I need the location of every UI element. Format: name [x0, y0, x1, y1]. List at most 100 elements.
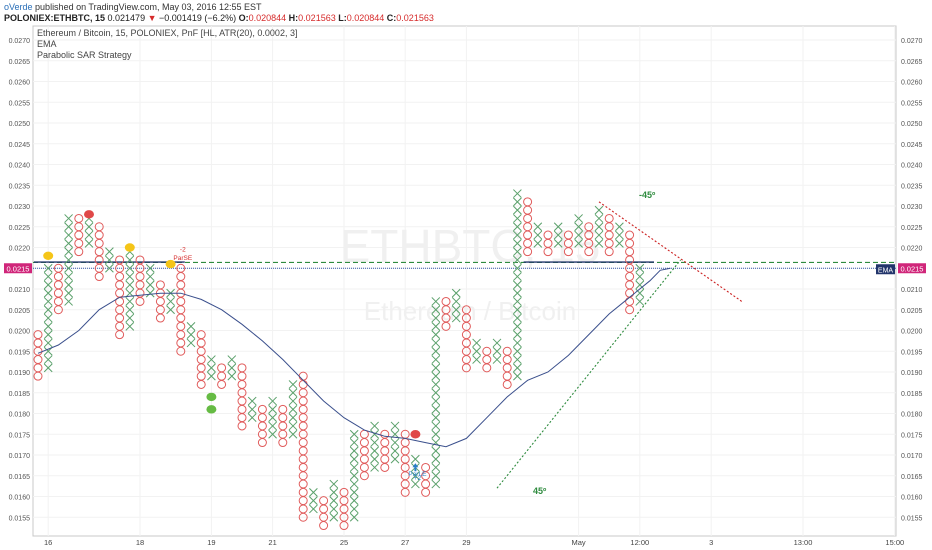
x-stroke [431, 396, 441, 406]
open-value: 0.020844 [248, 13, 287, 23]
x-stroke [125, 288, 135, 298]
pnf-x-mark [431, 321, 441, 331]
x-stroke [349, 487, 359, 497]
pnf-x-mark [513, 255, 522, 265]
y-tick-label-left: 0.0160 [9, 495, 31, 502]
pnf-x-mark [594, 238, 604, 248]
pnf-x-mark [615, 222, 624, 232]
x-stroke [125, 321, 135, 331]
x-stroke [513, 355, 522, 364]
symbol-label: POLONIEX:ETHBTC, 15 [4, 13, 106, 23]
x-stroke [635, 272, 645, 281]
y-tick-label-left: 0.0255 [9, 100, 31, 107]
pnf-x-mark [513, 238, 522, 248]
x-stroke [451, 297, 461, 306]
sar-dot [410, 430, 421, 439]
x-stroke [513, 288, 522, 298]
x-stroke [145, 288, 155, 298]
pnf-x-mark [513, 363, 522, 373]
x-stroke [431, 330, 441, 340]
y-tick-label-right: 0.0255 [901, 100, 923, 107]
legend-ema[interactable]: EMA [37, 39, 57, 49]
author-link[interactable]: oVerde [4, 2, 33, 12]
x-stroke [513, 338, 522, 348]
signal-label: +2 [414, 475, 422, 482]
signal-label: -2 [180, 247, 186, 254]
y-tick-label-left: 0.0190 [9, 370, 31, 377]
pnf-x-mark [349, 479, 359, 489]
pnf-x-mark [349, 471, 359, 481]
pnf-x-mark [370, 446, 379, 456]
x-tick-label: May [572, 538, 586, 547]
pnf-x-mark [329, 487, 339, 497]
x-stroke [513, 305, 522, 315]
y-tick-label-left: 0.0210 [9, 287, 31, 294]
pnf-x-mark [309, 487, 318, 497]
pnf-x-mark [513, 313, 522, 323]
pnf-x-mark [431, 355, 441, 364]
x-tick-label: 18 [136, 538, 144, 547]
x-stroke [166, 297, 175, 306]
x-stroke [411, 471, 420, 481]
x-stroke [207, 363, 216, 373]
pnf-x-mark [513, 371, 522, 381]
pnf-x-mark [349, 454, 359, 464]
y-tick-label-left: 0.0240 [9, 163, 31, 170]
x-stroke [268, 429, 277, 439]
pnf-x-mark [186, 321, 196, 331]
x-stroke [513, 313, 522, 323]
pnf-x-mark [431, 330, 441, 340]
pnf-x-mark [411, 454, 420, 464]
pnf-o-mark [563, 230, 573, 240]
low-value: 0.020844 [346, 13, 385, 23]
x-stroke [370, 421, 379, 431]
x-stroke [64, 280, 73, 290]
pnf-o-mark [319, 496, 329, 506]
pnf-x-mark [84, 222, 94, 232]
pnf-x-mark [349, 463, 359, 472]
pnf-o-mark [543, 230, 553, 240]
x-stroke [594, 238, 604, 248]
signal-label: ParLE [408, 471, 427, 478]
pnf-x-mark [513, 338, 522, 348]
pnf-x-mark [431, 380, 441, 389]
y-tick-label-right: 0.0220 [901, 246, 923, 253]
x-stroke [43, 321, 53, 331]
x-stroke [268, 413, 277, 423]
x-stroke [64, 272, 73, 281]
x-stroke [64, 214, 73, 223]
x-stroke [533, 230, 543, 240]
x-stroke [349, 438, 359, 447]
y-tick-label-right: 0.0170 [901, 453, 923, 460]
pnf-x-mark [288, 413, 298, 423]
legend-strategy[interactable]: Parabolic SAR Strategy [37, 50, 132, 60]
x-stroke [594, 230, 604, 240]
y-tick-label-left: 0.0155 [9, 515, 31, 522]
x-stroke [309, 504, 318, 514]
pnf-x-mark [615, 230, 624, 240]
x-stroke [125, 305, 135, 315]
sar-dots [43, 210, 421, 439]
pnf-x-mark [145, 288, 155, 298]
pnf-x-mark [431, 338, 441, 348]
pnf-x-mark [513, 230, 522, 240]
x-stroke [513, 214, 522, 223]
pnf-x-mark [43, 330, 53, 340]
x-stroke [513, 371, 522, 381]
x-stroke [268, 421, 277, 431]
angle-label: -45º [639, 190, 656, 200]
pnf-x-mark [64, 297, 73, 306]
x-stroke [349, 504, 359, 514]
pnf-x-mark [594, 214, 604, 223]
pnf-x-mark [431, 363, 441, 373]
y-tick-label-left: 0.0265 [9, 59, 31, 66]
y-tick-label-left: 0.0205 [9, 308, 31, 315]
x-stroke [574, 238, 583, 248]
y-tick-label-left: 0.0165 [9, 474, 31, 481]
x-stroke [431, 388, 441, 398]
x-stroke [145, 263, 155, 273]
x-stroke [349, 479, 359, 489]
x-stroke [431, 438, 441, 447]
x-stroke [43, 363, 53, 373]
